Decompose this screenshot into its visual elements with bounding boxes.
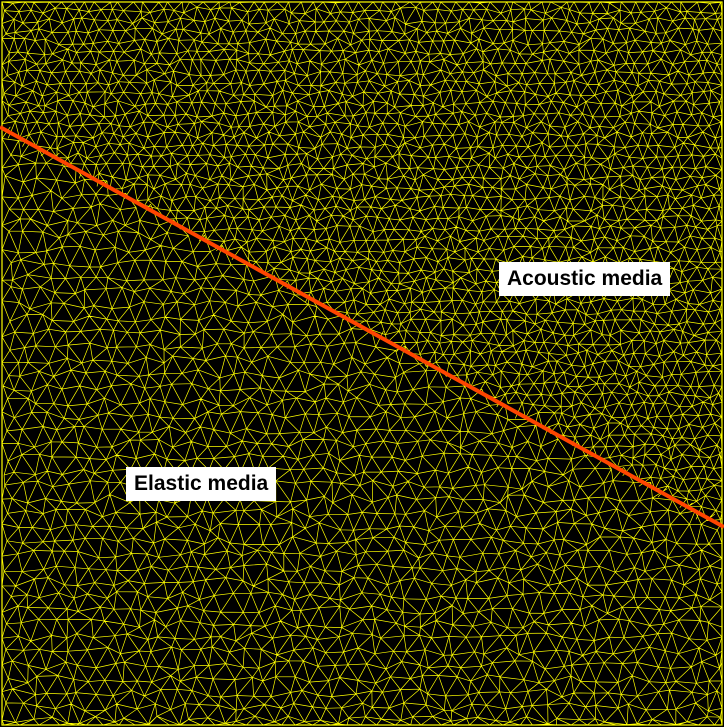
elastic-media-label: Elastic media	[126, 467, 277, 501]
acoustic-media-label: Acoustic media	[499, 262, 671, 296]
acoustic-elastic-interface	[0, 125, 724, 529]
